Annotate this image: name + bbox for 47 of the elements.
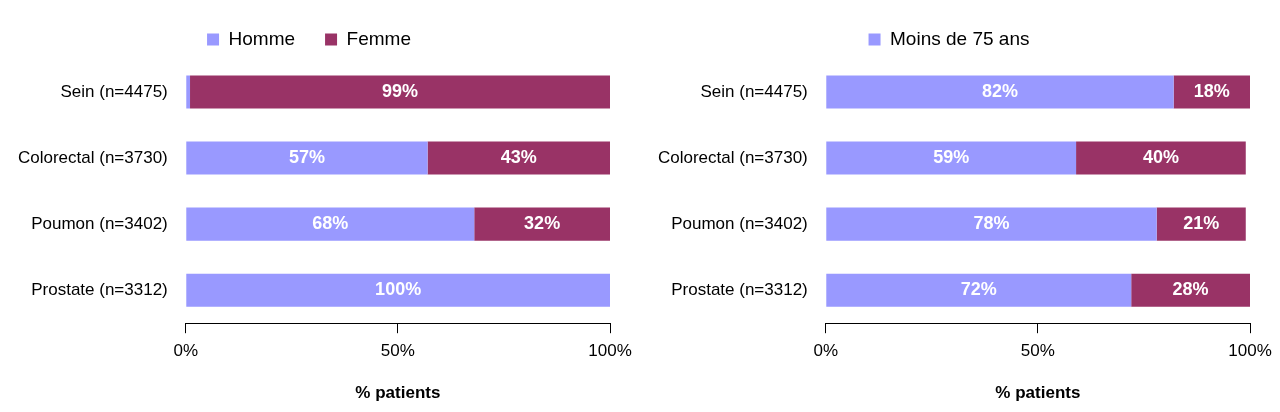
data-label: 18% xyxy=(1193,80,1230,101)
bar xyxy=(186,273,610,307)
bar xyxy=(186,75,191,109)
legend-label: Homme xyxy=(228,27,296,49)
data-label: 68% xyxy=(312,213,349,234)
x-tick-label: 0% xyxy=(813,341,839,361)
bar xyxy=(826,141,1077,175)
bar xyxy=(826,273,1132,307)
y-tick-label: Poumon (n=3402) xyxy=(31,213,168,233)
data-label: 40% xyxy=(1142,147,1179,168)
bar xyxy=(186,141,428,175)
data-label: 57% xyxy=(288,147,325,168)
data-label: 82% xyxy=(981,80,1018,101)
bar xyxy=(1131,273,1250,307)
data-label: 43% xyxy=(500,147,537,168)
y-tick-label: Colorectal (n=3730) xyxy=(658,147,808,167)
x-axis-title: % patients xyxy=(355,383,441,403)
bar xyxy=(1156,207,1246,241)
y-tick-label: Sein (n=4475) xyxy=(700,81,808,101)
y-tick-label: Sein (n=4475) xyxy=(60,81,168,101)
legend-label: Femme xyxy=(346,27,411,49)
x-tick-label: 50% xyxy=(1020,341,1055,361)
bar xyxy=(190,75,610,109)
data-label: 100% xyxy=(375,279,422,300)
x-tick-label: 0% xyxy=(173,341,199,361)
bar xyxy=(1076,141,1246,175)
data-label: 59% xyxy=(933,147,970,168)
data-label: 28% xyxy=(1172,279,1209,300)
bar xyxy=(826,207,1157,241)
data-label: 78% xyxy=(973,213,1010,234)
legend-label: Moins de 75 ans xyxy=(890,27,1030,49)
data-label: 99% xyxy=(382,80,419,101)
y-tick-label: Poumon (n=3402) xyxy=(671,213,808,233)
x-tick-label: 50% xyxy=(380,341,415,361)
x-tick-label: 100% xyxy=(1228,341,1272,361)
data-label: 21% xyxy=(1183,213,1220,234)
y-tick-label: Prostate (n=3312) xyxy=(671,279,808,299)
bar xyxy=(826,75,1174,109)
x-tick-label: 100% xyxy=(588,341,632,361)
data-label: 32% xyxy=(524,213,561,234)
y-tick-label: Colorectal (n=3730) xyxy=(18,147,168,167)
bar xyxy=(474,207,610,241)
bar xyxy=(186,207,475,241)
data-label: 72% xyxy=(960,279,997,300)
y-tick-label: Prostate (n=3312) xyxy=(31,279,168,299)
bar xyxy=(427,141,610,175)
x-axis-title: % patients xyxy=(995,383,1081,403)
